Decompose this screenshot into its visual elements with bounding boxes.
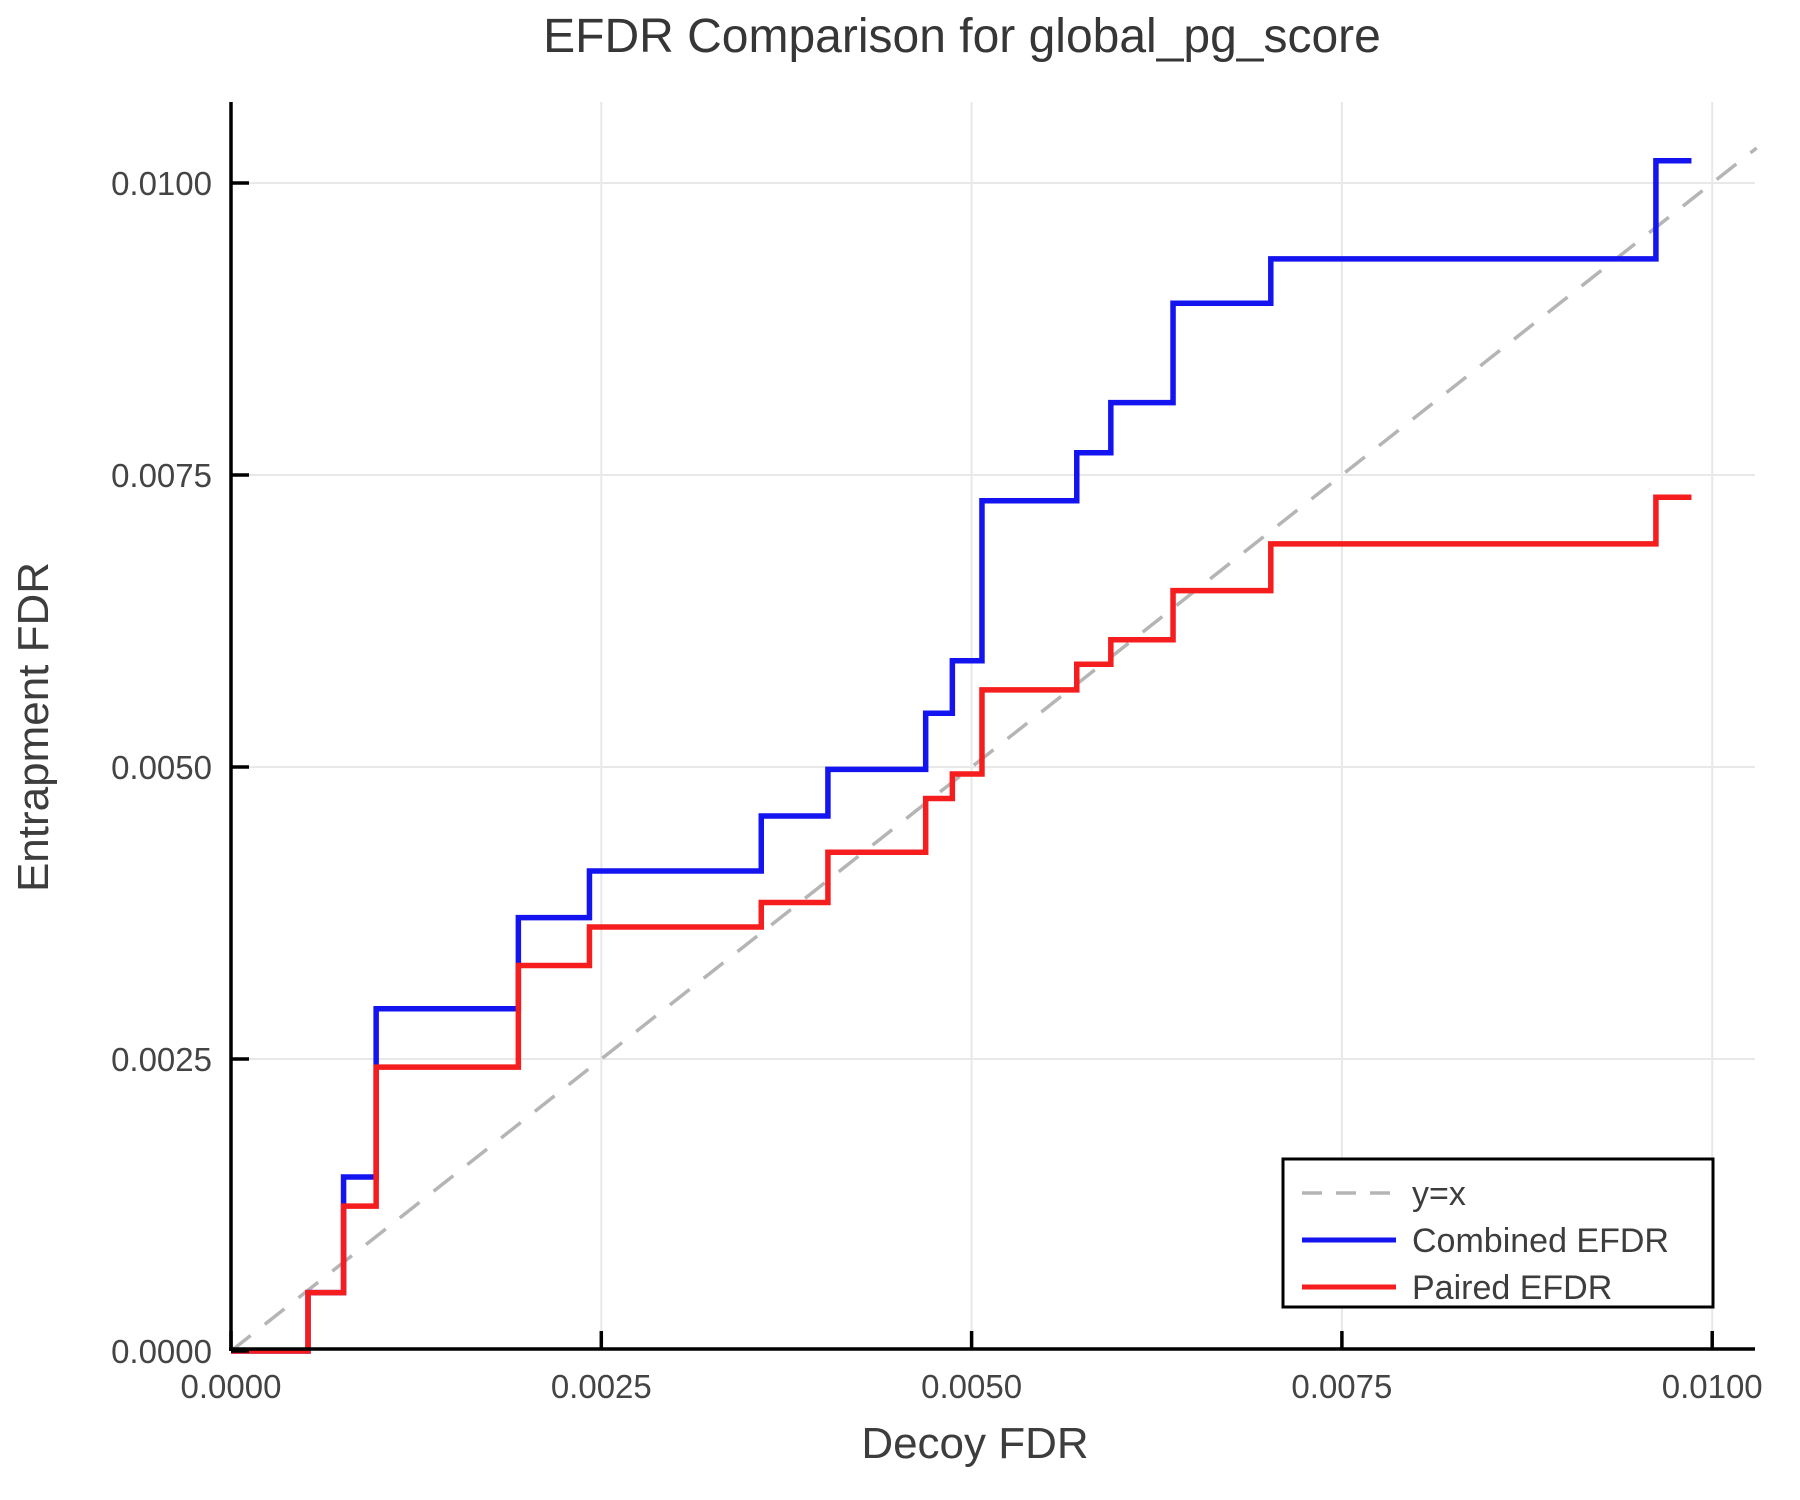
data-series [229, 146, 1758, 1354]
legend-entry-label: Combined EFDR [1412, 1222, 1669, 1260]
legend-box [1281, 1157, 1715, 1309]
identity-line [229, 146, 1758, 1353]
y-tick-label: 0.0025 [111, 1041, 212, 1078]
y-tick-label: 0.0100 [111, 165, 212, 202]
chart-title: EFDR Comparison for global_pg_score [543, 10, 1381, 63]
y-axis-label: Entrapment FDR [9, 562, 58, 892]
paired-efdr-line [231, 494, 1692, 1354]
x-axis-label: Decoy FDR [861, 1419, 1088, 1468]
legend-entry-label: Paired EFDR [1412, 1269, 1612, 1307]
x-tick-label: 0.0000 [181, 1368, 282, 1405]
legend-entry-label: y=x [1412, 1175, 1466, 1213]
y-tick-label: 0.0050 [111, 749, 212, 786]
x-tick-label: 0.0100 [1662, 1368, 1763, 1405]
gridlines [231, 102, 1755, 1349]
tick-labels: 0.0000 0.0025 0.0050 0.0075 0.0100 0.0000 0.00… [111, 165, 1763, 1405]
x-tick-label: 0.0075 [1291, 1368, 1392, 1405]
y-tick-label: 0.0000 [111, 1333, 212, 1370]
legend: y=x Combined EFDR Paired EFDR [1281, 1157, 1715, 1309]
x-tick-label: 0.0050 [921, 1368, 1022, 1405]
x-tick-label: 0.0025 [551, 1368, 652, 1405]
axes [229, 102, 1755, 1353]
y-tick-label: 0.0075 [111, 457, 212, 494]
